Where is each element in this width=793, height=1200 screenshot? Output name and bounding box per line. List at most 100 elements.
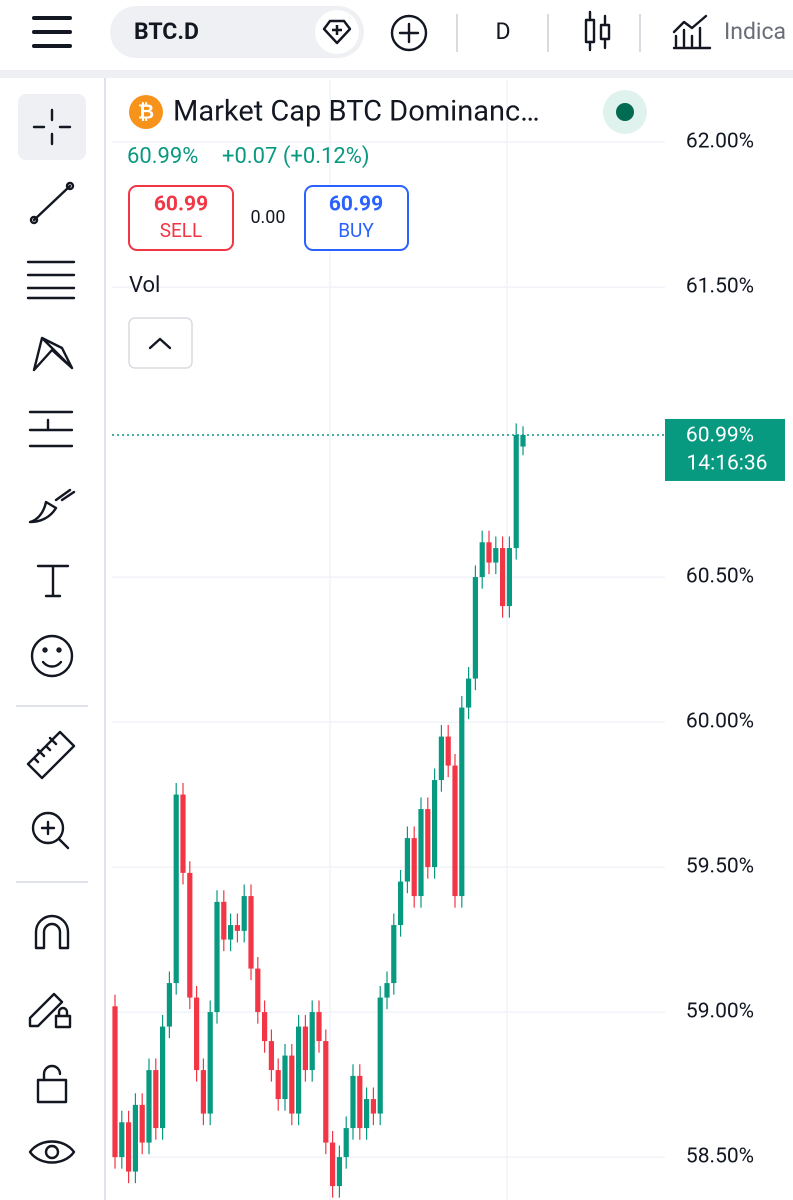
candle-body	[472, 577, 478, 679]
candle-body	[330, 1142, 336, 1187]
change: +0.07 (+0.12%)	[222, 144, 370, 169]
hide-tool[interactable]	[28, 1140, 76, 1164]
candle-body	[343, 1128, 349, 1158]
candle-body	[228, 925, 234, 940]
plot: 58.50% 59.00% 59.50% 60.00% 60.50% 61.50% 62.0…	[112, 130, 785, 1198]
candle-body	[391, 925, 397, 984]
candle-body	[255, 968, 261, 1013]
collapse-button[interactable]	[128, 317, 193, 369]
candle-body	[221, 901, 227, 940]
candle-body	[139, 1104, 145, 1143]
candle-body	[316, 1012, 322, 1042]
candle-body	[466, 678, 472, 708]
emoji-tool[interactable]	[30, 634, 74, 678]
buy-button[interactable]	[304, 185, 409, 251]
candle-body	[309, 1012, 315, 1071]
fib-tool[interactable]	[26, 260, 76, 300]
candle-body	[432, 780, 438, 868]
countdown: 14:16:36	[687, 452, 768, 476]
candle-body	[350, 1075, 356, 1129]
candle-body	[268, 1041, 274, 1071]
candle-body	[479, 542, 485, 578]
candle-body	[282, 1055, 288, 1100]
candle-body	[126, 1122, 132, 1172]
buy-price: 60.99	[329, 193, 383, 217]
zoom-tool[interactable]	[31, 811, 65, 845]
candle-body	[234, 925, 240, 931]
buy-label: BUY	[338, 219, 374, 242]
candle-body	[438, 736, 444, 781]
candle-body	[520, 434, 526, 447]
text-tool[interactable]	[36, 564, 70, 598]
chart-type[interactable]	[584, 10, 611, 52]
toolbar	[0, 78, 104, 1200]
last-price-label: 60.99%	[686, 424, 754, 448]
candle-body	[146, 1070, 152, 1143]
add-symbol[interactable]	[390, 14, 428, 52]
candle-body	[112, 1006, 118, 1158]
separator	[0, 70, 793, 78]
lock-tool[interactable]	[36, 1078, 68, 1104]
y-tick-label: 62.00%	[686, 130, 754, 154]
crosshair-tool[interactable]	[18, 94, 86, 160]
sell-button[interactable]	[128, 185, 234, 251]
candle-body	[513, 434, 519, 549]
candle-body	[302, 1026, 308, 1071]
y-tick-label: 59.00%	[686, 1000, 754, 1024]
spread: 0.00	[250, 207, 285, 228]
symbol-search[interactable]	[110, 6, 364, 58]
brush-tool[interactable]	[28, 488, 76, 524]
candle-body	[500, 548, 506, 607]
candle-body	[180, 794, 186, 873]
candle-body	[187, 872, 193, 998]
chart-area	[112, 80, 793, 1200]
y-tick-label: 59.50%	[686, 855, 754, 879]
candle-body	[418, 809, 424, 897]
menu-button[interactable]	[32, 16, 72, 48]
sell-label: SELL	[160, 219, 203, 242]
candle-body	[214, 901, 220, 1013]
projection-tool[interactable]	[28, 410, 74, 448]
lock-drawings[interactable]	[28, 992, 64, 1028]
candle-body	[493, 548, 499, 563]
ruler-tool[interactable]	[26, 730, 76, 780]
candle-body	[207, 1012, 213, 1114]
trend-line-tool[interactable]	[32, 184, 72, 222]
chart-title: Market Cap BTC Dominanc…	[173, 95, 540, 129]
candle-body	[173, 794, 179, 984]
candle-body	[132, 1104, 138, 1172]
candle-body	[166, 983, 172, 1027]
volume-label: Vol	[129, 273, 160, 298]
last-price-box	[665, 418, 785, 481]
y-tick-label: 58.50%	[686, 1145, 754, 1169]
candle-body	[452, 765, 458, 897]
candle-body	[357, 1075, 363, 1129]
candle-body	[384, 983, 390, 998]
crosshair-icon	[32, 108, 72, 146]
candle-body	[336, 1157, 342, 1187]
candle-body	[404, 838, 410, 882]
candle-body	[241, 896, 247, 931]
interval[interactable]: D	[495, 18, 510, 45]
candle-body	[200, 1070, 206, 1114]
candle-body	[398, 881, 404, 926]
sell-price: 60.99	[154, 193, 208, 217]
coin-icon	[129, 95, 163, 129]
y-tick-label: 60.50%	[686, 565, 754, 589]
candle-body	[160, 1026, 166, 1129]
candle-body	[459, 707, 465, 897]
candle-body	[289, 1055, 295, 1114]
candle-body	[119, 1122, 125, 1158]
pattern-tool[interactable]	[32, 336, 74, 372]
candle-body	[153, 1070, 159, 1129]
candle-body	[411, 838, 417, 897]
candle-body	[323, 1041, 329, 1143]
magnet-tool[interactable]	[34, 914, 70, 950]
indicators[interactable]: Indica	[724, 18, 786, 45]
candle-body	[370, 1099, 376, 1114]
y-tick-label: 60.00%	[686, 710, 754, 734]
candle-body	[445, 736, 451, 766]
indicators-icon[interactable]	[672, 14, 712, 50]
